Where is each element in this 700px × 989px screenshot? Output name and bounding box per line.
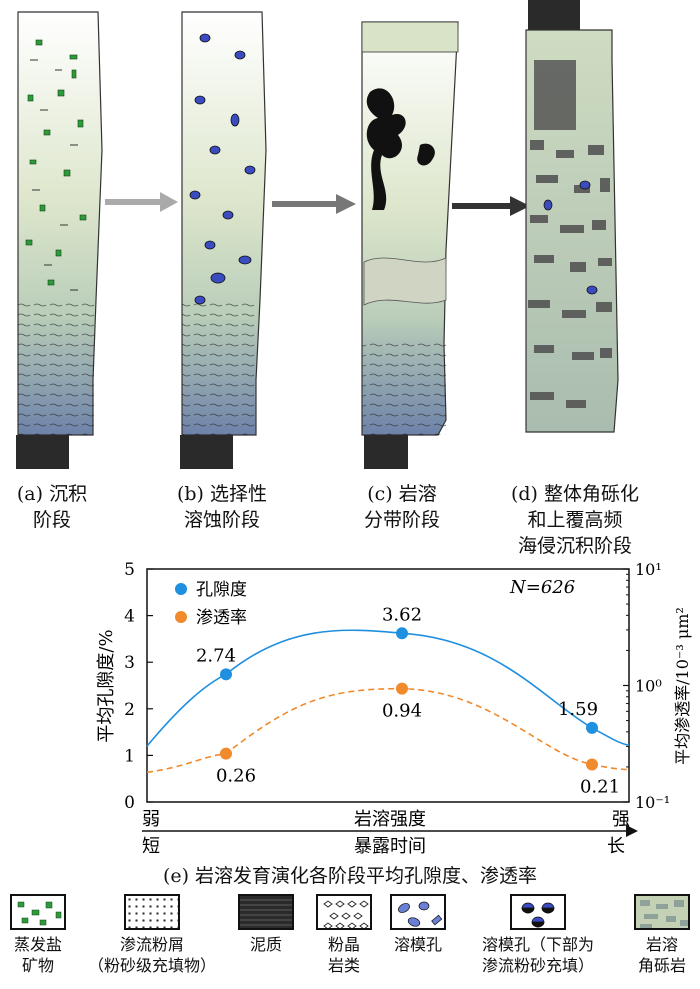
chart-caption: (e) 岩溶发育演化各阶段平均孔隙度、渗透率 [162,865,538,887]
legend-permeability-marker [175,611,187,623]
column-d [525,0,619,433]
arrow-b-c [272,194,356,214]
left-tick-label: 3 [124,653,135,673]
permeability-value-label: 0.21 [580,776,620,797]
porosity-value-label: 1.59 [558,699,598,720]
porosity-value-label: 3.62 [382,604,422,625]
x-left-top-label: 弱 [142,809,160,830]
left-tick-label: 5 [124,560,135,580]
column-b [180,11,267,469]
karst-breccia-icon [640,900,688,928]
x-mid-top-label: 岩溶强度 [354,809,426,830]
left-axis-ticks: 0 1 2 3 4 5 [124,560,153,813]
mud-swatch [238,894,294,930]
right-axis-ticks: 10¹ 10⁰ 10⁻¹ [623,560,670,812]
permeability-point [396,682,408,695]
permeability-value-label: 0.94 [382,701,422,722]
powder-crystal-label: 粉晶 岩类 [327,935,360,975]
stage-caption-c: (c) 岩溶 分带阶段 [363,483,440,531]
powder-crystal-swatch [316,894,372,930]
right-tick-label: 10⁻¹ [635,793,670,812]
right-tick-label: 10¹ [635,560,662,579]
left-tick-label: 2 [124,700,135,720]
powder-crystal-icon [323,900,369,928]
porosity-point [396,627,408,640]
karst-breccia-label: 岩溶 角砾岩 [637,935,686,975]
evaporite-icon [17,901,62,926]
left-tick-label: 0 [124,793,135,813]
porosity-value-label: 2.74 [196,645,236,666]
x-axis-arrow-head [626,825,638,837]
moldic-pore-filled-icon [521,902,555,928]
stage-caption-d: (d) 整体角砾化 和上覆高频 海侵沉积阶段 [510,483,640,557]
legend-porosity-label: 孔隙度 [196,580,247,600]
left-tick-label: 1 [124,746,135,766]
porosity-point [586,721,598,734]
arrow-a-b [105,192,178,212]
permeability-value-label: 0.26 [216,766,256,787]
y-left-axis-label: 平均孔隙度/% [96,629,117,742]
data-marks: 2.74 3.62 1.59 0.26 0.94 0.21 [196,604,620,797]
evaporite-swatch [10,894,66,930]
stage-columns-diagram [16,0,619,469]
right-tick-label: 10⁰ [635,677,662,696]
stage-caption-a: (a) 沉积 阶段 [16,483,88,531]
moldic-pore-filled-label: 溶模孔（下部为 渗流粉砂充填） [481,935,594,975]
legend-porosity-marker [175,583,187,595]
x-left-bottom-label: 短 [142,836,160,855]
silt-label: 渗流粉屑 （粉砂级充填物） [87,935,216,975]
permeability-point [220,747,232,760]
moldic-pore-label: 溶模孔 [393,935,442,954]
moldic-pore-icon [398,901,443,927]
column-a [16,11,103,469]
x-right-top-label: 强 [612,809,630,830]
x-mid-bottom-label: 暴露时间 [354,836,426,855]
porosity-point [220,668,232,681]
porosity-permeability-chart: 0 1 2 3 4 5 10¹ 10⁰ 10⁻¹ 平均孔隙度/% 平均渗透率/10⁻³ μm²… [96,560,692,855]
column-c [361,21,459,469]
moldic-pore-swatch [390,894,446,930]
karst-breccia-swatch [634,894,690,930]
y-right-axis-label: 平均渗透率/10⁻³ μm² [673,607,692,765]
n-label: N=626 [509,577,575,598]
moldic-pore-filled-swatch [510,894,566,930]
x-right-bottom-label: 长 [607,836,625,855]
permeability-point [586,758,598,771]
mud-label: 泥质 [249,935,282,954]
left-tick-label: 4 [124,607,135,627]
silt-swatch [124,894,180,930]
arrow-c-d [452,196,530,216]
chart-legend: 孔隙度 渗透率 [175,580,247,628]
stage-caption-b: (b) 选择性 溶蚀阶段 [176,483,268,531]
evaporite-label: 蒸发盐 矿物 [13,935,62,975]
legend-permeability-label: 渗透率 [196,608,247,628]
